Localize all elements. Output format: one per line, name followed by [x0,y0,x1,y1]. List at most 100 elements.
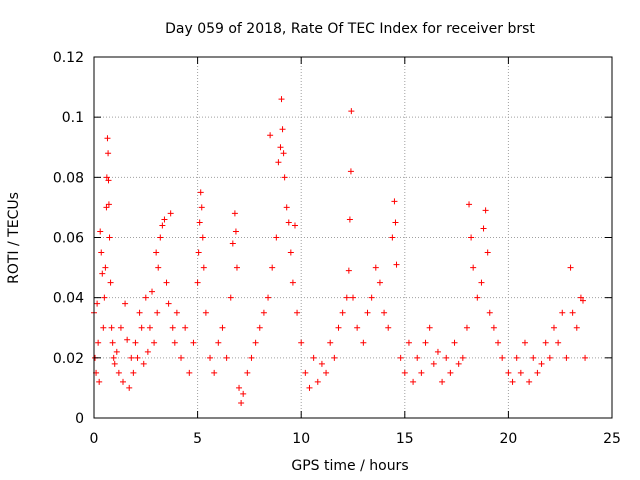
data-point [157,234,164,241]
data-point [146,324,153,331]
data-point [106,234,113,241]
data-point [161,216,168,223]
data-point [195,249,202,256]
data-point [154,309,161,316]
data-point [105,177,112,184]
data-point [100,324,107,331]
data-point [530,354,537,361]
data-point [281,174,288,181]
data-point [130,369,137,376]
data-point [550,324,557,331]
data-point [343,294,350,301]
data-point [173,309,180,316]
data-point [280,150,287,157]
data-point [236,384,243,391]
data-point [103,204,110,211]
data-point [459,354,466,361]
data-point [348,108,355,115]
data-point [267,132,274,139]
data-point [323,369,330,376]
data-point [94,300,101,307]
data-point [215,339,222,346]
data-point [233,264,240,271]
data-point [120,378,127,385]
data-point [482,207,489,214]
y-tick-label: 0.12 [53,50,84,66]
y-tick-label: 0.1 [62,110,84,126]
data-point [397,354,404,361]
data-point [466,201,473,208]
data-point [199,234,206,241]
data-point [256,324,263,331]
data-point [98,249,105,256]
data-point [113,348,120,355]
data-point [513,354,520,361]
data-point [468,234,475,241]
data-point [526,378,533,385]
data-point [393,261,400,268]
data-point [517,369,524,376]
data-point [534,369,541,376]
data-point [573,324,580,331]
data-point [521,339,528,346]
data-point [306,384,313,391]
data-point [117,324,124,331]
data-point [126,384,133,391]
data-point [368,294,375,301]
data-point [223,354,230,361]
data-point [279,126,286,133]
data-point [163,279,170,286]
data-point [96,378,103,385]
data-point [115,369,122,376]
data-point [414,354,421,361]
data-point [190,339,197,346]
data-point [132,339,139,346]
data-point [105,201,112,208]
data-point [360,339,367,346]
data-point [198,204,205,211]
data-points [91,96,589,406]
data-point [194,279,201,286]
data-point [105,150,112,157]
data-point [490,324,497,331]
data-point [285,219,292,226]
data-point [273,234,280,241]
data-point [577,294,584,301]
data-point [298,339,305,346]
data-point [211,369,218,376]
data-point [451,339,458,346]
y-axis-label: ROTI / TECUs [6,192,22,284]
data-point [318,360,325,367]
data-point [559,309,566,316]
data-point [294,309,301,316]
data-point [107,279,114,286]
data-point [478,279,485,286]
data-point [346,216,353,223]
data-point [260,309,267,316]
data-point [470,264,477,271]
data-point [381,309,388,316]
data-point [108,324,115,331]
data-point [392,219,399,226]
data-point [269,264,276,271]
data-point [97,228,104,235]
data-point [401,369,408,376]
data-point [331,354,338,361]
data-point [238,399,245,406]
data-point [582,354,589,361]
y-tick-label: 0.02 [53,351,84,367]
x-tick-label: 25 [603,431,621,447]
data-point [232,228,239,235]
data-point [505,369,512,376]
data-point [495,339,502,346]
data-point [275,159,282,166]
data-point [101,294,108,301]
data-point [327,339,334,346]
data-point [418,369,425,376]
x-tick-label: 0 [90,431,99,447]
data-point [167,210,174,217]
data-point [178,354,185,361]
data-point [144,348,151,355]
